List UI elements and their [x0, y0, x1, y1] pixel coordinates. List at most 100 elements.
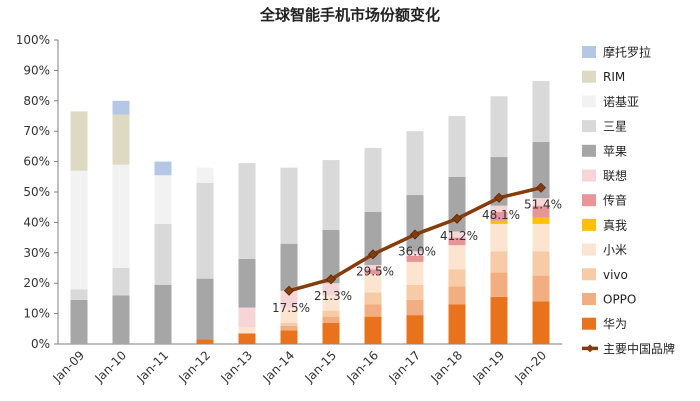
x-tick-label: Jan-11 — [134, 348, 172, 386]
bar-segment — [280, 330, 298, 344]
line-point-marker — [535, 182, 547, 193]
bar-segment — [112, 114, 130, 165]
bar-segment — [196, 167, 214, 183]
legend-label: 真我 — [603, 218, 627, 232]
bar-segment — [490, 251, 508, 273]
legend-swatch — [582, 120, 596, 133]
bar-segment — [70, 111, 88, 171]
bar-segment — [490, 157, 508, 206]
bar-segment — [280, 322, 298, 326]
legend-swatch — [582, 144, 596, 157]
bar-segment — [112, 100, 130, 115]
y-tick-label: 60% — [23, 155, 50, 169]
line-point-marker — [325, 274, 337, 285]
line-data-label: 21.3% — [314, 289, 352, 303]
bar-segment — [112, 164, 130, 268]
bar-segment — [238, 327, 256, 334]
bar-segment — [406, 255, 424, 262]
line-data-label: 17.5% — [272, 301, 310, 315]
y-tick-label: 50% — [23, 185, 50, 199]
bar-segment — [490, 220, 508, 224]
bar-segment — [490, 223, 508, 252]
bar-segment — [448, 286, 466, 305]
bar-segment — [448, 269, 466, 287]
line-data-label: 29.5% — [356, 264, 394, 278]
x-tick-label: Jan-15 — [302, 348, 340, 386]
bar-segment — [70, 170, 88, 290]
legend-swatch — [582, 95, 596, 108]
legend-label: 传音 — [603, 193, 627, 208]
line-data-label: 51.4% — [524, 198, 562, 212]
legend-swatch — [582, 218, 596, 231]
y-tick-label: 80% — [23, 94, 50, 108]
legend-label: 华为 — [603, 317, 627, 331]
bar-segment — [532, 205, 550, 218]
bar-segment — [364, 147, 382, 212]
bar-segment — [532, 301, 550, 344]
line-data-label: 41.2% — [440, 229, 478, 243]
legend-label: RIM — [603, 70, 625, 84]
bar-segment — [154, 161, 172, 176]
bar-segment — [406, 284, 424, 300]
legend-line-marker — [586, 344, 594, 353]
bar-segment — [154, 284, 172, 344]
line-point-marker — [367, 249, 379, 260]
bar-segment — [448, 116, 466, 177]
x-tick-label: Jan-16 — [344, 348, 382, 386]
x-tick-label: Jan-20 — [512, 348, 550, 386]
y-tick-label: 0% — [31, 337, 50, 351]
x-tick-label: Jan-10 — [92, 348, 130, 386]
bar-segment — [490, 211, 508, 221]
bar-segment — [406, 315, 424, 344]
bar-segment — [448, 237, 466, 246]
bar-segment — [406, 131, 424, 196]
bar-segment — [280, 307, 298, 323]
bar-segment — [280, 167, 298, 244]
x-tick-label: Jan-14 — [260, 348, 298, 386]
legend-label: 摩托罗拉 — [603, 45, 651, 60]
bar-segment — [112, 295, 130, 344]
legend-label: OPPO — [603, 293, 636, 307]
legend-label: 联想 — [603, 168, 627, 183]
bar-segment — [448, 304, 466, 344]
bar-segment — [364, 316, 382, 344]
legend-label: 小米 — [603, 243, 627, 257]
bar-segment — [532, 275, 550, 302]
x-tick-label: Jan-13 — [218, 348, 256, 386]
bar-segment — [322, 310, 340, 317]
bar-segment — [532, 251, 550, 276]
legend-label: 苹果 — [603, 144, 627, 158]
bar-segment — [490, 296, 508, 344]
x-tick-label: Jan-17 — [386, 348, 424, 386]
y-tick-label: 30% — [23, 246, 50, 260]
x-tick-label: Jan-12 — [176, 348, 214, 386]
bar-segment — [532, 223, 550, 252]
bar-segment — [280, 290, 298, 308]
legend-label: vivo — [603, 268, 628, 282]
line-point-marker — [409, 229, 421, 240]
line-point-marker — [493, 192, 505, 203]
line-point-marker — [451, 213, 463, 224]
legend-label: 主要中国品牌 — [603, 341, 675, 356]
x-tick-label: Jan-18 — [428, 348, 466, 386]
bar-segment — [490, 205, 508, 212]
bar-segment — [238, 307, 256, 328]
x-tick-label: Jan-09 — [50, 348, 88, 386]
bar-segment — [448, 245, 466, 270]
bar-segment — [364, 274, 382, 293]
y-tick-label: 90% — [23, 63, 50, 77]
legend-swatch — [582, 46, 596, 58]
y-tick-label: 40% — [23, 215, 50, 229]
y-tick-label: 100% — [16, 33, 50, 47]
y-tick-label: 70% — [23, 124, 50, 138]
y-tick-label: 10% — [23, 307, 50, 321]
legend-label: 三星 — [603, 120, 627, 134]
bar-segment — [70, 289, 88, 300]
legend-swatch — [582, 317, 596, 330]
bar-segment — [406, 195, 424, 252]
bar-segment — [154, 223, 172, 285]
bar-segment — [322, 230, 340, 284]
bar-segment — [532, 81, 550, 142]
bar-segment — [70, 299, 88, 344]
y-tick-label: 20% — [23, 276, 50, 290]
